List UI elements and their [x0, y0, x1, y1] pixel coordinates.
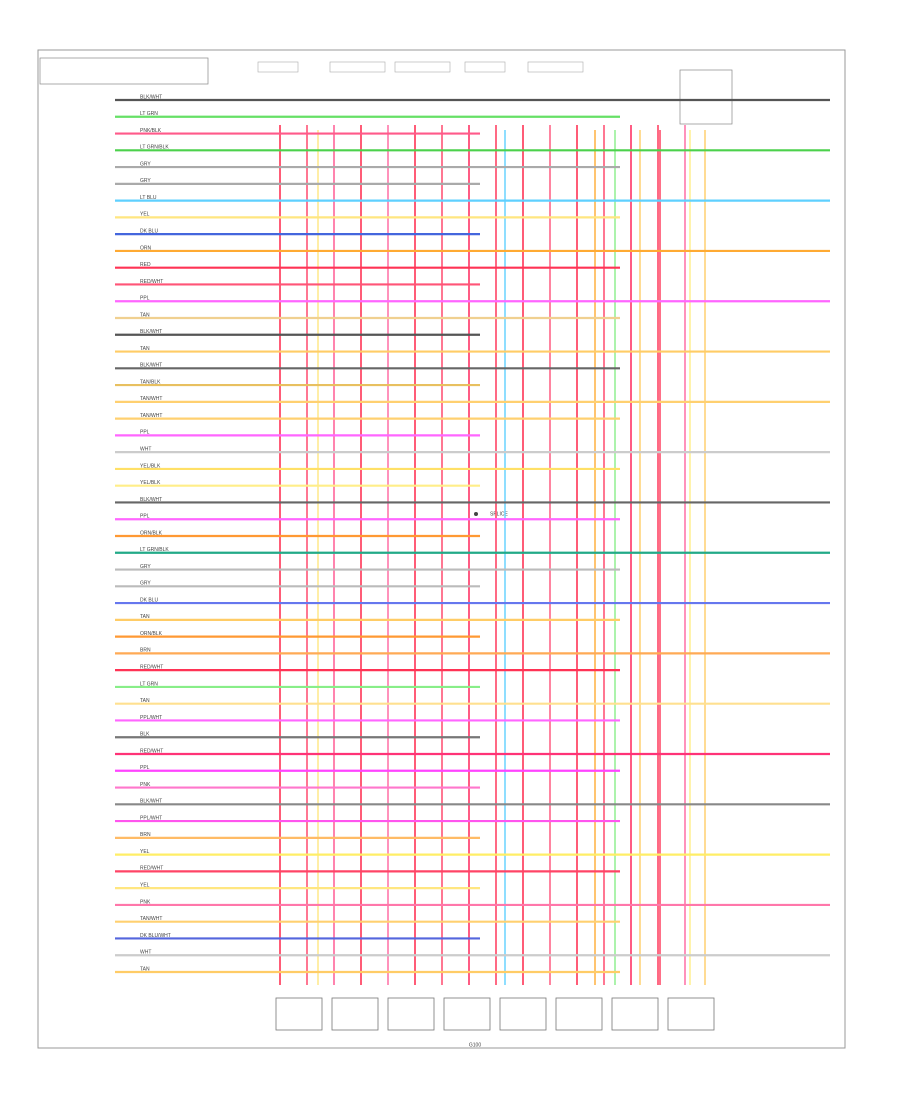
- horizontal-wires: BLK/WHT LT GRN PNK/BLK LT GRN/BLK GRY GRY LT B…: [115, 94, 830, 974]
- wire-code: TAN: [140, 698, 150, 704]
- wire-code: GRY: [140, 161, 151, 167]
- legend-box: [39, 57, 209, 85]
- wire-code: BRN: [140, 648, 151, 654]
- wire-code: GRY: [140, 581, 151, 587]
- wire-code: YEL/BLK: [140, 463, 161, 469]
- component: [555, 997, 603, 1031]
- wire-code: ORN/BLK: [140, 530, 163, 536]
- wire-code: LT GRN/BLK: [140, 547, 169, 553]
- wire-code: LT BLU: [140, 195, 157, 201]
- wire-code: GRY: [140, 178, 151, 184]
- wire-code: YEL: [140, 849, 150, 855]
- component: [387, 997, 435, 1031]
- wire-code: TAN/WHT: [140, 396, 162, 402]
- wire-code: YEL/BLK: [140, 480, 161, 486]
- vertical-wires: [279, 125, 706, 985]
- connectors: [257, 61, 715, 1031]
- component: [499, 997, 547, 1031]
- wire-code: BLK/WHT: [140, 497, 162, 503]
- wire-code: BLK/WHT: [140, 799, 162, 805]
- wire-code: BLK/WHT: [140, 363, 162, 369]
- wire-code: PPL: [140, 430, 150, 436]
- component: [275, 997, 323, 1031]
- wire-code: BLK/WHT: [140, 329, 162, 335]
- wire-code: LT GRN: [140, 111, 158, 117]
- wire-code: BLK: [140, 732, 150, 738]
- wire-code: PPL/WHT: [140, 715, 162, 721]
- component: [331, 997, 379, 1031]
- wire-code: PPL/WHT: [140, 815, 162, 821]
- wire-code: LT GRN: [140, 681, 158, 687]
- wire-code: TAN: [140, 312, 150, 318]
- wire-code: TAN: [140, 614, 150, 620]
- wire-code: BLK/WHT: [140, 94, 162, 100]
- wire-code: DK BLU: [140, 597, 158, 603]
- wire-code: TAN/WHT: [140, 413, 162, 419]
- wire-code: YEL: [140, 212, 150, 218]
- splice-note: SPLICE: [490, 511, 508, 517]
- wire-code: TAN: [140, 346, 150, 352]
- wire-code: ORN: [140, 245, 152, 251]
- wire-code: TAN: [140, 966, 150, 972]
- wire-code: PNK/BLK: [140, 128, 162, 134]
- top-connector: [464, 61, 506, 73]
- wire-code: RED/WHT: [140, 279, 163, 285]
- wire-code: PPL: [140, 765, 150, 771]
- top-connector: [257, 61, 299, 73]
- wire-code: RED: [140, 262, 151, 268]
- wire-code: DK BLU: [140, 228, 158, 234]
- splice-dot: [474, 512, 478, 516]
- wire-code: BRN: [140, 832, 151, 838]
- wire-code: WHT: [140, 950, 151, 956]
- wire-code: TAN/WHT: [140, 916, 162, 922]
- wire-code: ORN/BLK: [140, 631, 163, 637]
- wire-code: RED/WHT: [140, 866, 163, 872]
- wire-code: PNK: [140, 899, 151, 905]
- wire-code: TAN/BLK: [140, 379, 161, 385]
- wire-code: YEL: [140, 882, 150, 888]
- component: [611, 997, 659, 1031]
- wire-code: RED/WHT: [140, 664, 163, 670]
- top-module: [679, 69, 733, 125]
- top-connector: [527, 61, 584, 73]
- wire-code: PPL: [140, 296, 150, 302]
- top-connector: [329, 61, 386, 73]
- wire-code: DK BLU/WHT: [140, 933, 171, 939]
- wire-code: PPL: [140, 514, 150, 520]
- wire-code: WHT: [140, 446, 151, 452]
- wire-code: RED/WHT: [140, 748, 163, 754]
- component: [443, 997, 491, 1031]
- wire-code: LT GRN/BLK: [140, 145, 169, 151]
- top-connector: [394, 61, 451, 73]
- wire-code: PNK: [140, 782, 151, 788]
- wire-code: GRY: [140, 564, 151, 570]
- component: [667, 997, 715, 1031]
- frame: [37, 49, 846, 1049]
- footer: G100: [469, 1042, 481, 1048]
